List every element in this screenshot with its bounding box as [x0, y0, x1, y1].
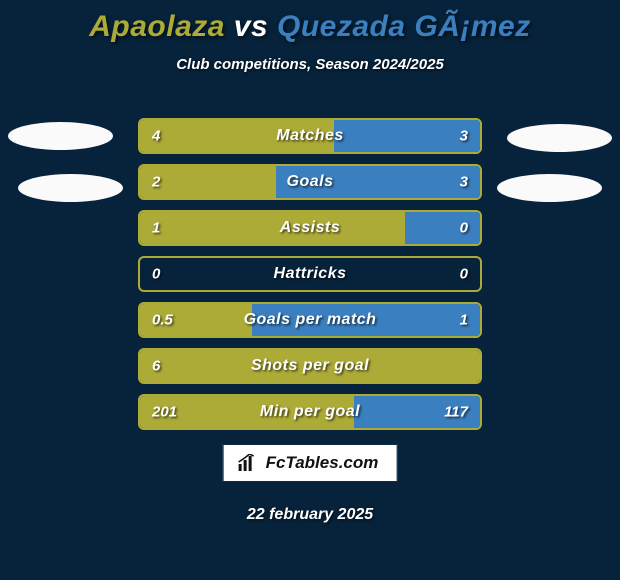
stat-value-left: 1 [152, 220, 160, 237]
stat-row: 6 Shots per goal [138, 348, 482, 384]
stat-value-right: 117 [444, 404, 468, 421]
comparison-card: Apaolaza vs Quezada GÃ¡mez Club competit… [0, 0, 620, 580]
stat-value-left: 201 [152, 404, 177, 421]
stat-row: 201 117 Min per goal [138, 394, 482, 430]
stat-value-left: 6 [152, 358, 160, 375]
stat-value-right: 3 [460, 174, 468, 191]
stat-row: 1 0 Assists [138, 210, 482, 246]
avatar-left-2 [18, 174, 123, 202]
stat-value-right: 1 [460, 312, 468, 329]
avatar-left-1 [8, 122, 113, 150]
avatar-right-1 [507, 124, 612, 152]
stat-value-right: 0 [460, 220, 468, 237]
stat-label: Goals per match [244, 311, 377, 329]
stat-label: Goals [287, 173, 334, 191]
stat-value-right: 3 [460, 128, 468, 145]
stat-row: 4 3 Matches [138, 118, 482, 154]
avatar-right-2 [497, 174, 602, 202]
stat-label: Assists [280, 219, 340, 237]
stat-row: 0.5 1 Goals per match [138, 302, 482, 338]
title-vs: vs [225, 10, 277, 43]
stat-label: Hattricks [274, 265, 347, 283]
page-title: Apaolaza vs Quezada GÃ¡mez [0, 0, 620, 44]
stat-label: Shots per goal [251, 357, 369, 375]
stat-value-right: 0 [460, 266, 468, 283]
footer-badge: FcTables.com [223, 444, 398, 482]
bar-right [334, 120, 480, 152]
subtitle: Club competitions, Season 2024/2025 [0, 56, 620, 73]
comparison-rows: 4 3 Matches 2 3 Goals 1 0 Assists 0 0 Hattricks 0.5 1… [138, 118, 482, 440]
stat-row: 0 0 Hattricks [138, 256, 482, 292]
title-right-name: Quezada GÃ¡mez [277, 10, 531, 43]
stat-row: 2 3 Goals [138, 164, 482, 200]
title-left-name: Apaolaza [89, 10, 225, 43]
footer-date: 22 february 2025 [247, 506, 373, 524]
stat-value-left: 0.5 [152, 312, 173, 329]
stat-label: Min per goal [260, 403, 360, 421]
footer-brand: FcTables.com [266, 453, 379, 473]
bar-right [405, 212, 480, 244]
stat-value-left: 4 [152, 128, 160, 145]
stat-value-left: 2 [152, 174, 160, 191]
bar-left [140, 166, 276, 198]
bar-chart-icon [238, 454, 260, 472]
bar-left [140, 212, 405, 244]
stat-label: Matches [276, 127, 344, 145]
stat-value-left: 0 [152, 266, 160, 283]
